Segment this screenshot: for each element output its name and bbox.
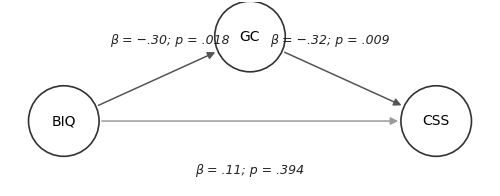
Text: β = −.30; p = .018: β = −.30; p = .018 (110, 34, 230, 47)
Text: CSS: CSS (422, 114, 450, 128)
Text: GC: GC (240, 30, 260, 44)
Text: BIQ: BIQ (52, 114, 76, 128)
Text: β = −.32; p = .009: β = −.32; p = .009 (270, 34, 390, 47)
Ellipse shape (401, 86, 471, 156)
Ellipse shape (214, 1, 286, 72)
Text: β = .11; p = .394: β = .11; p = .394 (196, 164, 304, 178)
Ellipse shape (28, 86, 99, 156)
